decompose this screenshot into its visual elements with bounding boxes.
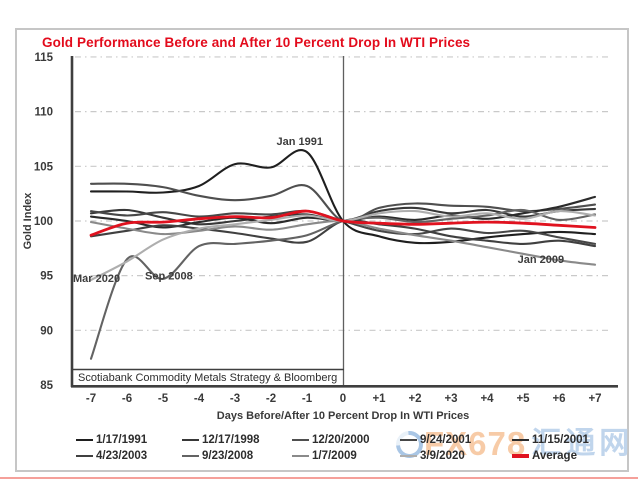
legend-item-4-23-2003: 4/23/2003 <box>76 450 182 462</box>
x-tick-label: -1 <box>302 393 313 405</box>
x-tick-label: +2 <box>408 393 421 405</box>
legend-item-1-7-2009: 1/7/2009 <box>292 450 400 462</box>
legend-label: 11/15/2001 <box>532 434 589 446</box>
legend-swatch <box>182 454 199 458</box>
x-tick-label: -5 <box>158 393 169 405</box>
legend-swatch <box>76 438 93 442</box>
chart-frame <box>15 28 629 472</box>
x-axis-title: Days Before/After 10 Percent Drop In WTI… <box>217 410 469 422</box>
bottom-rule <box>0 477 638 479</box>
legend-item-1-17-1991: 1/17/1991 <box>76 434 182 446</box>
series-line-9-23-2008 <box>89 208 597 360</box>
legend-swatch <box>76 454 93 458</box>
y-tick-label: 90 <box>40 325 53 337</box>
legend-item-Average: Average <box>512 450 589 462</box>
series-line-Average <box>89 209 597 237</box>
y-tick-label: 100 <box>34 216 53 228</box>
legend-swatch <box>512 438 529 442</box>
legend-swatch <box>400 438 417 442</box>
legend-label: 3/9/2020 <box>420 450 465 462</box>
x-tick-label: +4 <box>480 393 494 405</box>
x-tick-label: -3 <box>230 393 240 405</box>
legend-item-3-9-2020: 3/9/2020 <box>400 450 512 462</box>
x-tick-label: -4 <box>194 393 205 405</box>
y-axis-title: Gold Index <box>22 192 34 250</box>
legend-label: 12/20/2000 <box>312 434 370 446</box>
x-tick-label: -2 <box>266 393 276 405</box>
legend-label: 1/7/2009 <box>312 450 357 462</box>
x-tick-label: 0 <box>340 393 346 405</box>
legend-label: 4/23/2003 <box>96 450 148 462</box>
legend-swatch <box>182 438 199 442</box>
chart-legend: 1/17/1991 12/17/1998 12/20/2000 9/24/2001 11… <box>76 434 589 462</box>
x-tick-label: +5 <box>516 393 530 405</box>
legend-item-11-15-2001: 11/15/2001 <box>512 434 589 446</box>
x-tick-label: -6 <box>122 393 132 405</box>
legend-label: Average <box>532 450 577 462</box>
legend-label: 1/17/1991 <box>96 434 148 446</box>
x-tick-label: +1 <box>372 393 386 405</box>
annotation-sep-2008: Sep 2008 <box>145 271 193 283</box>
y-tick-label: 85 <box>40 380 53 392</box>
legend-label: 9/24/2001 <box>420 434 472 446</box>
legend-swatch <box>512 454 529 458</box>
legend-label: 12/17/1998 <box>202 434 260 446</box>
y-tick-label: 110 <box>34 107 53 119</box>
y-tick-label: 115 <box>34 52 53 64</box>
x-tick-label: +3 <box>444 393 457 405</box>
legend-item-9-23-2008: 9/23/2008 <box>182 450 292 462</box>
y-tick-label: 105 <box>34 161 54 173</box>
legend-swatch <box>292 454 309 458</box>
annotation-jan-1991: Jan 1991 <box>277 136 323 148</box>
annotation-jan-2009: Jan 2009 <box>518 254 564 266</box>
chart-title: Gold Performance Before and After 10 Per… <box>42 35 471 50</box>
x-tick-label: -7 <box>86 393 96 405</box>
x-tick-label: +6 <box>552 393 565 405</box>
legend-swatch <box>292 438 309 442</box>
legend-item-12-17-1998: 12/17/1998 <box>182 434 292 446</box>
legend-label: 9/23/2008 <box>202 450 254 462</box>
x-tick-label: +7 <box>588 393 601 405</box>
legend-item-9-24-2001: 9/24/2001 <box>400 434 512 446</box>
y-tick-label: 95 <box>40 271 53 283</box>
legend-item-12-20-2000: 12/20/2000 <box>292 434 400 446</box>
source-note: Scotiabank Commodity Metals Strategy & B… <box>78 372 337 384</box>
annotation-mar-2020: Mar 2020 <box>73 273 120 285</box>
legend-swatch <box>400 454 417 458</box>
